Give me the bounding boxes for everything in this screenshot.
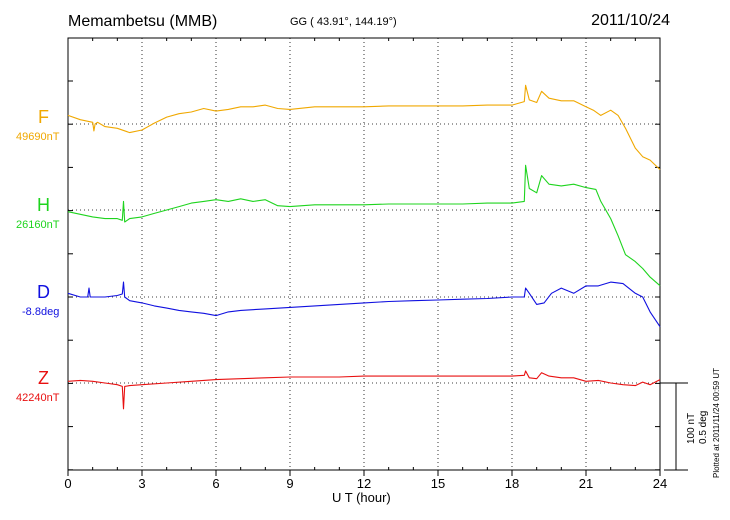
- date-label: 2011/10/24: [591, 12, 670, 29]
- station-title: Memambetsu (MMB): [68, 13, 218, 30]
- x-tick-label: 0: [64, 476, 71, 491]
- series-H-line: [67, 164, 661, 287]
- x-tick-label: 3: [138, 476, 145, 491]
- series-D-line: [67, 281, 661, 328]
- x-tick-label: 12: [357, 476, 371, 491]
- channel-F-baseline: 49690nT: [16, 131, 60, 143]
- channel-H-label: H: [37, 195, 50, 215]
- channel-F-label: F: [38, 107, 49, 127]
- series-Z-line: [67, 370, 661, 410]
- channel-Z-baseline: 42240nT: [16, 392, 60, 404]
- x-tick-label: 9: [286, 476, 293, 491]
- channel-H-baseline: 26160nT: [16, 219, 60, 231]
- x-axis-label: U T (hour): [332, 490, 391, 505]
- coordinates-label: GG ( 43.91°, 144.19°): [290, 16, 397, 28]
- series-F-line: [67, 84, 661, 170]
- scale-deg-label: 0.5 deg: [698, 410, 709, 444]
- channel-D-label: D: [37, 282, 50, 302]
- x-tick-label: 6: [212, 476, 219, 491]
- x-tick-label: 18: [505, 476, 519, 491]
- x-tick-label: 21: [579, 476, 593, 491]
- x-tick-label: 15: [431, 476, 445, 491]
- channel-Z-label: Z: [38, 368, 49, 388]
- plotted-timestamp: Plotted at 2011/11/24 00:59 UT: [712, 367, 721, 478]
- x-tick-label: 24: [653, 476, 667, 491]
- channel-D-baseline: -8.8deg: [22, 306, 60, 318]
- scale-nt-label: 100 nT: [686, 412, 697, 444]
